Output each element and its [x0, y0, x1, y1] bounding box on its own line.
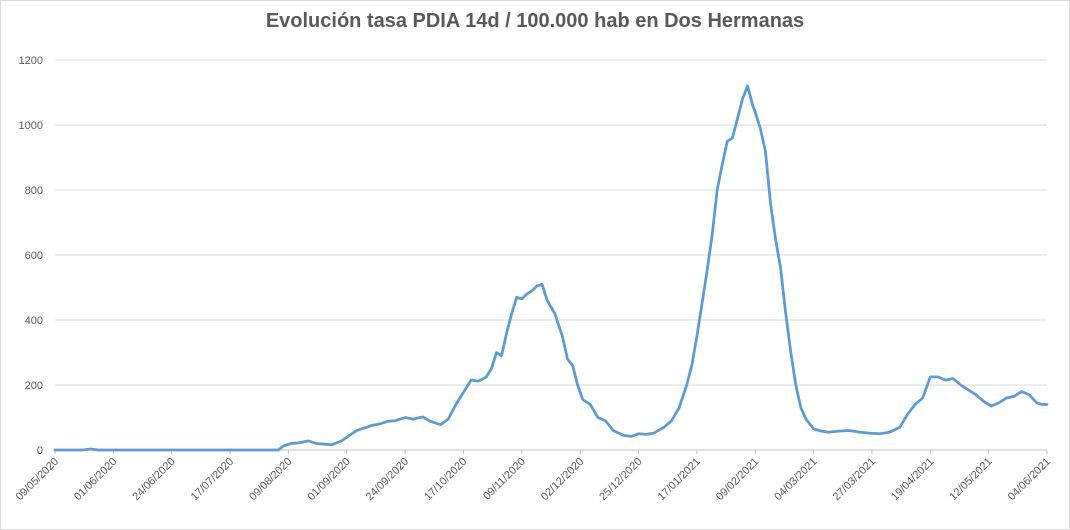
x-tick-label: 09/11/2020	[481, 456, 528, 503]
y-tick-label: 0	[37, 445, 43, 457]
x-tick-label: 17/07/2020	[189, 456, 236, 503]
x-tick-label: 01/06/2020	[72, 456, 119, 503]
x-tick-label: 12/05/2021	[947, 456, 994, 503]
x-tick-label: 01/09/2020	[305, 456, 352, 503]
chart-title: Evolución tasa PDIA 14d / 100.000 hab en…	[265, 10, 805, 32]
y-tick-label: 600	[25, 250, 43, 262]
y-tick-label: 200	[25, 380, 43, 392]
x-tick-label: 25/12/2020	[597, 456, 644, 503]
x-tick-label: 02/12/2020	[539, 456, 586, 503]
y-tick-label: 400	[25, 315, 43, 327]
x-tick-label: 09/05/2020	[14, 456, 61, 503]
x-tick-label: 17/01/2021	[656, 456, 703, 503]
x-tick-label: 19/04/2021	[889, 456, 936, 503]
x-tick-label: 09/02/2021	[714, 456, 761, 503]
x-tick-label: 09/08/2020	[247, 456, 294, 503]
y-tick-label: 800	[25, 185, 43, 197]
series-line	[53, 84, 1049, 452]
x-tick-label: 24/09/2020	[364, 456, 411, 503]
x-tick-label: 24/06/2020	[130, 456, 177, 503]
x-tick-label: 04/06/2021	[1006, 456, 1053, 503]
x-tick-label: 04/03/2021	[772, 456, 819, 503]
y-tick-label: 1000	[19, 120, 43, 132]
y-tick-label: 1200	[19, 55, 43, 67]
x-tick-label: 17/10/2020	[422, 456, 469, 503]
x-tick-label: 27/03/2021	[831, 456, 878, 503]
